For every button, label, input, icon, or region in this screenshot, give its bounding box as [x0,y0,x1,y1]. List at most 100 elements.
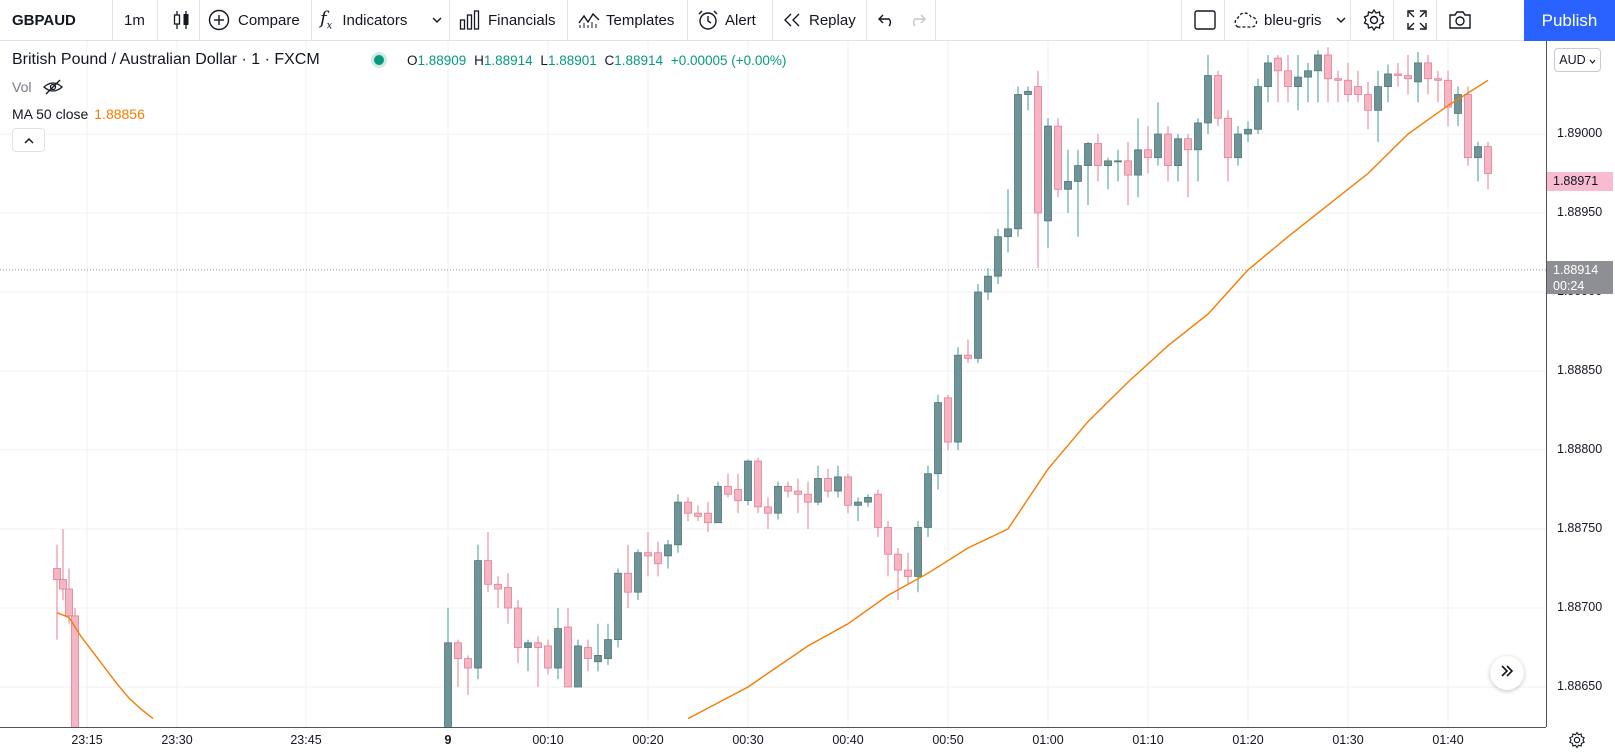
candle [744,459,752,506]
replay-label: Replay [809,11,856,29]
chart-pane[interactable] [0,41,1546,727]
candle-body [684,501,692,514]
legend-title[interactable]: British Pound / Australian Dollar · 1 · … [12,51,320,68]
time-tick-label: 00:20 [632,733,664,747]
ma-legend[interactable]: MA 50 close 1.88856 [12,106,145,122]
fullscreen-layout-button[interactable] [1190,0,1220,40]
candle [664,540,672,569]
candle [984,268,992,300]
indicators-dropdown-button[interactable] [426,0,448,40]
settings-button[interactable] [1357,0,1391,40]
candle [544,639,552,675]
market-status-dot[interactable] [374,55,384,65]
candle [1314,50,1322,103]
ma-badge-value: 1.88971 [1553,174,1599,188]
low-value: 1.88901 [547,53,597,68]
scroll-to-realtime-button[interactable] [1490,656,1524,690]
candle [924,465,932,537]
ma-50-line [56,612,154,720]
candle-body [764,506,772,514]
time-axis[interactable]: 23:15 23:30 23:45 9 00:10 00:20 00:30 00:40 00:5… [0,727,1546,754]
candle [584,639,592,672]
candle [974,284,982,364]
candle [1224,110,1232,182]
compare-button[interactable]: Compare [208,0,310,40]
candle-body [1424,62,1432,80]
candle-body [594,655,602,663]
candle-body [554,628,562,669]
candle [894,547,902,601]
candle [804,481,812,529]
candle-body [804,493,812,503]
undo-button[interactable] [874,0,900,40]
candle [1284,55,1292,103]
volume-label: Vol [12,79,32,96]
candle [784,481,792,498]
candle [954,347,962,450]
candle-body [544,645,552,669]
financials-button[interactable]: Financials [459,0,567,40]
candle [704,502,712,533]
candle-body [934,402,942,475]
candle [1364,81,1372,130]
fullscreen-button[interactable] [1400,0,1434,40]
layout-menu-button[interactable]: bleu-gris [1232,0,1348,40]
indicators-button[interactable]: fx Indicators [320,0,426,40]
candle-body [774,485,782,514]
bar-countdown: 00:24 [1553,279,1585,293]
candle-body [1284,70,1292,87]
symbol-search-button[interactable]: GBPAUD [12,0,112,40]
price-chart[interactable] [0,41,1546,727]
toolbar-divider [687,0,688,40]
snapshot-button[interactable] [1443,0,1477,40]
ma-50-line-segment [687,79,1489,720]
candle-body [954,354,962,443]
price-tick-label: 1.88700 [1557,600,1603,614]
candle [964,339,972,364]
financials-label: Financials [488,11,556,29]
candle-body [794,490,802,495]
candle-body [1024,90,1032,95]
collapse-legend-button[interactable] [12,128,45,152]
templates-button[interactable]: Templates [578,0,687,40]
candle-body [1254,86,1262,130]
toolbar-divider [199,0,200,40]
candle-body [1104,160,1112,167]
price-axis[interactable]: 1.890001.889501.889001.888501.888001.887… [1546,41,1615,727]
candle-body [754,460,762,508]
alert-button[interactable]: Alert [697,0,772,40]
eye-hidden-icon[interactable] [43,79,64,98]
candle-body [874,493,882,528]
candle-body [1224,117,1232,159]
candle [1074,149,1082,237]
interval-button[interactable]: 1m [124,0,157,40]
interval-label: 1m [124,11,145,29]
candle [604,623,612,665]
candle-body [834,476,842,492]
currency-button[interactable]: AUD [1554,48,1601,72]
candle-body [1484,146,1492,174]
close-key: C [604,53,615,68]
candle [524,639,532,672]
candle [1444,70,1452,127]
candle-body [704,512,712,524]
gear-icon [1568,731,1586,753]
chart-type-button[interactable] [166,0,198,40]
volume-legend[interactable]: Vol [12,79,64,98]
redo-button[interactable] [904,0,930,40]
toolbar-divider [935,0,936,40]
replay-button[interactable]: Replay [783,0,865,40]
candle-body [844,476,852,506]
candle-body [644,552,652,557]
candle-body [53,568,61,580]
horizontal-gridlines [0,133,1546,688]
candle-body [454,642,462,659]
change-value: +0.00005 (+0.00%) [670,53,787,68]
candle [1154,102,1162,166]
candle [1484,141,1492,190]
axis-settings-button[interactable] [1568,731,1586,754]
publish-button[interactable]: Publish [1524,0,1615,41]
candle-body [824,478,832,492]
candle-body [944,397,952,443]
currency-label: AUD [1559,53,1586,67]
